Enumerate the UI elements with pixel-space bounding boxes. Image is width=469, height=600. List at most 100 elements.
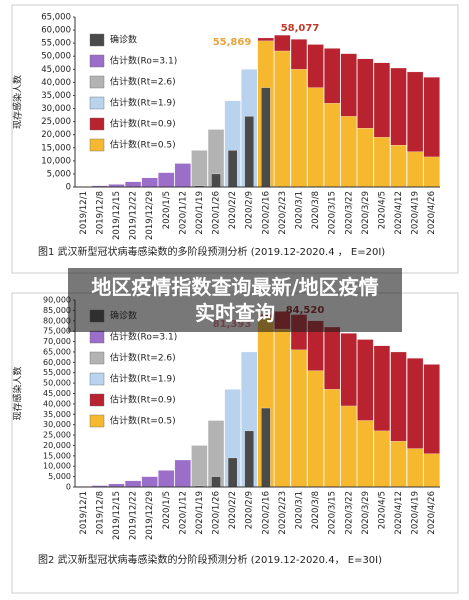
- y-tick-label: 25,000: [41, 117, 71, 127]
- bar: [261, 407, 271, 488]
- x-tick-label: 2020/4/26: [427, 491, 437, 535]
- x-tick-label: 2019/12/1: [79, 491, 89, 535]
- legend-swatch: [89, 75, 105, 89]
- bar: [290, 69, 308, 188]
- x-tick-label: 2019/12/8: [95, 491, 105, 535]
- legend-swatch: [89, 138, 105, 152]
- y-tick-label: 65,000: [43, 347, 71, 356]
- y-tick-label: 30,000: [43, 420, 71, 429]
- x-tick-label: 2020/4/19: [411, 191, 421, 235]
- bar: [124, 181, 142, 188]
- annotation: 58,077: [281, 23, 320, 34]
- bar: [390, 441, 407, 488]
- legend-swatch: [89, 96, 105, 110]
- y-tick-label: 40,000: [41, 78, 71, 88]
- y-tick-label: 20,000: [41, 130, 71, 140]
- legend-label: 估计数(Rt=1.9): [110, 97, 176, 109]
- x-tick-label: 2020/3/8: [311, 491, 321, 529]
- legend-swatch: [89, 117, 105, 131]
- y-tick-label: 75,000: [43, 327, 71, 336]
- y-tick-label: 35,000: [43, 410, 71, 419]
- y-tick-label: 70,000: [43, 337, 71, 346]
- x-tick-label: 2019/12/15: [112, 191, 122, 240]
- bar: [244, 430, 254, 488]
- y-tick-label: 55,000: [43, 368, 71, 377]
- bar: [174, 459, 191, 488]
- caption: 图1 武汉新型冠状病毒感染数的多阶段预测分析 (2019.12-2020.4 ，…: [38, 245, 385, 258]
- bar: [274, 328, 291, 488]
- x-tick-label: 2019/12/29: [145, 191, 155, 240]
- y-tick-label: 80,000: [43, 316, 71, 325]
- y-tick-label: 85,000: [43, 306, 71, 315]
- y-tick-label: 60,000: [43, 358, 71, 367]
- x-tick-label: 2020/1/26: [212, 491, 222, 535]
- legend-label: 确诊数: [110, 34, 137, 46]
- bar: [261, 87, 271, 188]
- bar: [191, 150, 208, 188]
- x-tick-label: 2020/2/2: [228, 491, 238, 529]
- x-tick-label: 2020/4/5: [377, 491, 387, 529]
- x-tick-label: 2020/2/16: [261, 491, 271, 535]
- x-tick-label: 2020/1/5: [162, 491, 172, 529]
- x-tick-label: 2020/3/29: [361, 491, 371, 535]
- y-tick-label: 35,000: [41, 91, 71, 101]
- y-tick-label: 0: [66, 183, 71, 193]
- legend-label: 估计数(Rt=0.9): [110, 394, 176, 406]
- bar: [124, 480, 142, 488]
- y-tick-label: 55,000: [41, 39, 71, 49]
- bar: [174, 163, 191, 188]
- bar: [423, 156, 440, 188]
- bar: [324, 103, 341, 188]
- bar: [357, 128, 374, 188]
- x-tick-label: 2020/2/23: [278, 191, 288, 235]
- bar: [340, 405, 357, 488]
- bar: [373, 137, 391, 188]
- bar: [290, 349, 308, 488]
- y-tick-label: 50,000: [43, 379, 71, 388]
- bar: [141, 177, 158, 188]
- legend-swatch: [89, 393, 105, 407]
- x-tick-label: 2020/4/12: [394, 491, 404, 535]
- bar: [141, 476, 158, 488]
- y-tick-label: 45,000: [41, 65, 71, 75]
- x-tick-label: 2019/12/22: [129, 491, 139, 540]
- legend-swatch: [89, 351, 105, 365]
- bar: [390, 145, 407, 188]
- x-tick-label: 2019/12/29: [145, 491, 155, 540]
- legend-label: 估计数(Rt=2.6): [110, 76, 176, 88]
- x-tick-label: 2020/3/22: [344, 491, 354, 535]
- y-axis-label: 现存感染人数: [12, 75, 24, 129]
- y-tick-label: 15,000: [43, 451, 71, 460]
- legend-swatch: [89, 54, 105, 68]
- overlay-banner: 地区疫情指数查询最新/地区疫情实时查询: [68, 268, 402, 332]
- legend-swatch: [89, 372, 105, 386]
- legend-swatch: [89, 33, 105, 47]
- y-tick-label: 60,000: [41, 26, 71, 36]
- x-tick-label: 2020/4/5: [377, 191, 387, 229]
- bar: [307, 87, 324, 188]
- bar: [244, 116, 254, 188]
- bar: [423, 453, 440, 488]
- x-tick-label: 2020/3/1: [294, 191, 304, 229]
- y-tick-label: 5,000: [47, 169, 71, 179]
- x-tick-label: 2020/3/15: [328, 191, 338, 235]
- legend-label: 估计数(Rt=1.9): [110, 373, 176, 385]
- legend-label: 估计数(Rt=0.5): [110, 415, 176, 427]
- legend-label: 估计数(Ro=3.1): [110, 331, 177, 343]
- x-tick-label: 2019/12/22: [129, 191, 139, 240]
- bar: [340, 116, 357, 188]
- x-tick-label: 2020/1/19: [195, 491, 205, 535]
- x-tick-label: 2020/2/2: [228, 191, 238, 229]
- x-tick-label: 2019/12/15: [112, 491, 122, 540]
- bar: [307, 370, 324, 488]
- bar: [274, 50, 291, 188]
- legend-swatch: [89, 414, 105, 428]
- annotation: 55,869: [213, 37, 252, 48]
- y-tick-label: 10,000: [43, 462, 71, 471]
- legend-label: 估计数(Rt=0.5): [110, 139, 176, 151]
- x-tick-label: 2020/3/22: [344, 191, 354, 235]
- x-tick-label: 2020/1/19: [195, 191, 205, 235]
- legend-label: 估计数(Rt=2.6): [110, 352, 176, 364]
- y-axis-label: 现存感染人数: [12, 366, 24, 420]
- y-tick-label: 65,000: [41, 13, 71, 23]
